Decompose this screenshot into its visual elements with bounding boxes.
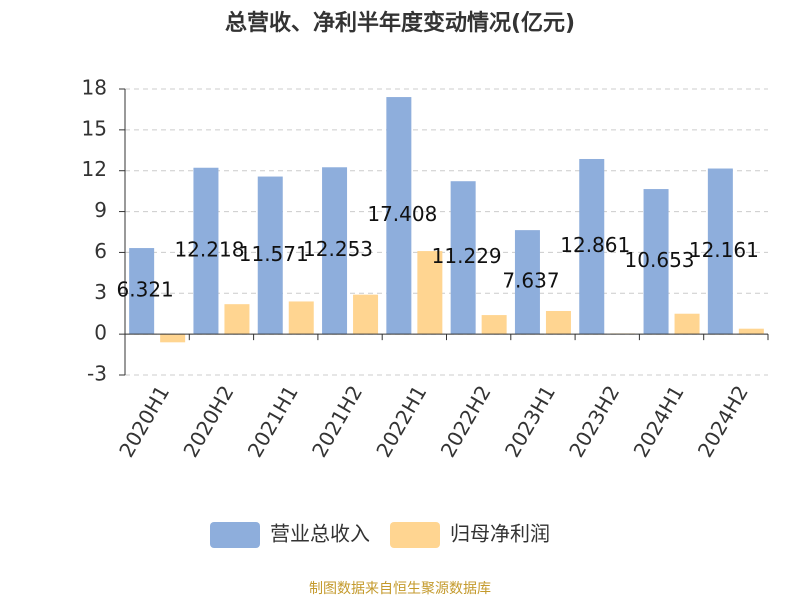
x-tick-label: 2023H1 [500,381,560,461]
bar [386,97,412,335]
legend-label: 营业总收入 [270,522,370,546]
y-tick-label: 3 [94,280,107,304]
legend-swatch [390,522,440,548]
x-tick-label: 2022H1 [371,381,431,461]
value-label: 12.161 [689,238,759,262]
x-tick-label: 2022H2 [436,381,496,461]
value-label: 11.229 [432,244,502,268]
x-tick-label: 2021H1 [243,381,303,461]
bar [738,328,764,335]
y-tick-label: 18 [82,76,107,100]
y-tick-label: 6 [94,239,107,263]
y-tick-label: 0 [94,321,107,345]
x-tick-label: 2024H2 [693,381,753,461]
legend-swatch [210,522,260,548]
value-label: 17.408 [367,202,437,226]
y-tick-label: -3 [87,362,107,386]
value-label: 12.861 [560,233,630,257]
x-tick-label: 2020H1 [114,381,174,461]
x-tick-label: 2020H2 [178,381,238,461]
x-tick-label: 2024H1 [629,381,689,461]
bar [160,334,186,343]
value-label: 12.218 [174,237,244,261]
bar [257,176,283,335]
value-label: 11.571 [239,242,309,266]
bar [288,301,314,335]
bar [579,158,605,335]
value-label: 6.321 [117,278,174,302]
value-label: 12.253 [303,237,373,261]
bar [514,230,540,335]
y-tick-label: 9 [94,198,107,222]
value-label: 7.637 [502,269,559,293]
bar [481,315,507,335]
bar [450,181,476,335]
bar [417,251,443,335]
bar [674,313,700,335]
chart-title: 总营收、净利半年度变动情况(亿元) [225,10,575,36]
bar [193,167,219,335]
bar [545,310,571,335]
x-tick-label: 2021H2 [307,381,367,461]
bar [224,304,250,335]
y-tick-label: 12 [82,157,107,181]
x-tick-label: 2023H2 [564,381,624,461]
value-label: 10.653 [625,248,695,272]
y-tick-label: 15 [82,116,107,140]
bar [322,167,348,335]
bar [707,168,733,335]
source-note: 制图数据来自恒生聚源数据库 [309,581,491,597]
bar [129,248,155,335]
bar [353,294,379,335]
bar [643,189,669,335]
legend-label: 归母净利润 [450,522,550,546]
